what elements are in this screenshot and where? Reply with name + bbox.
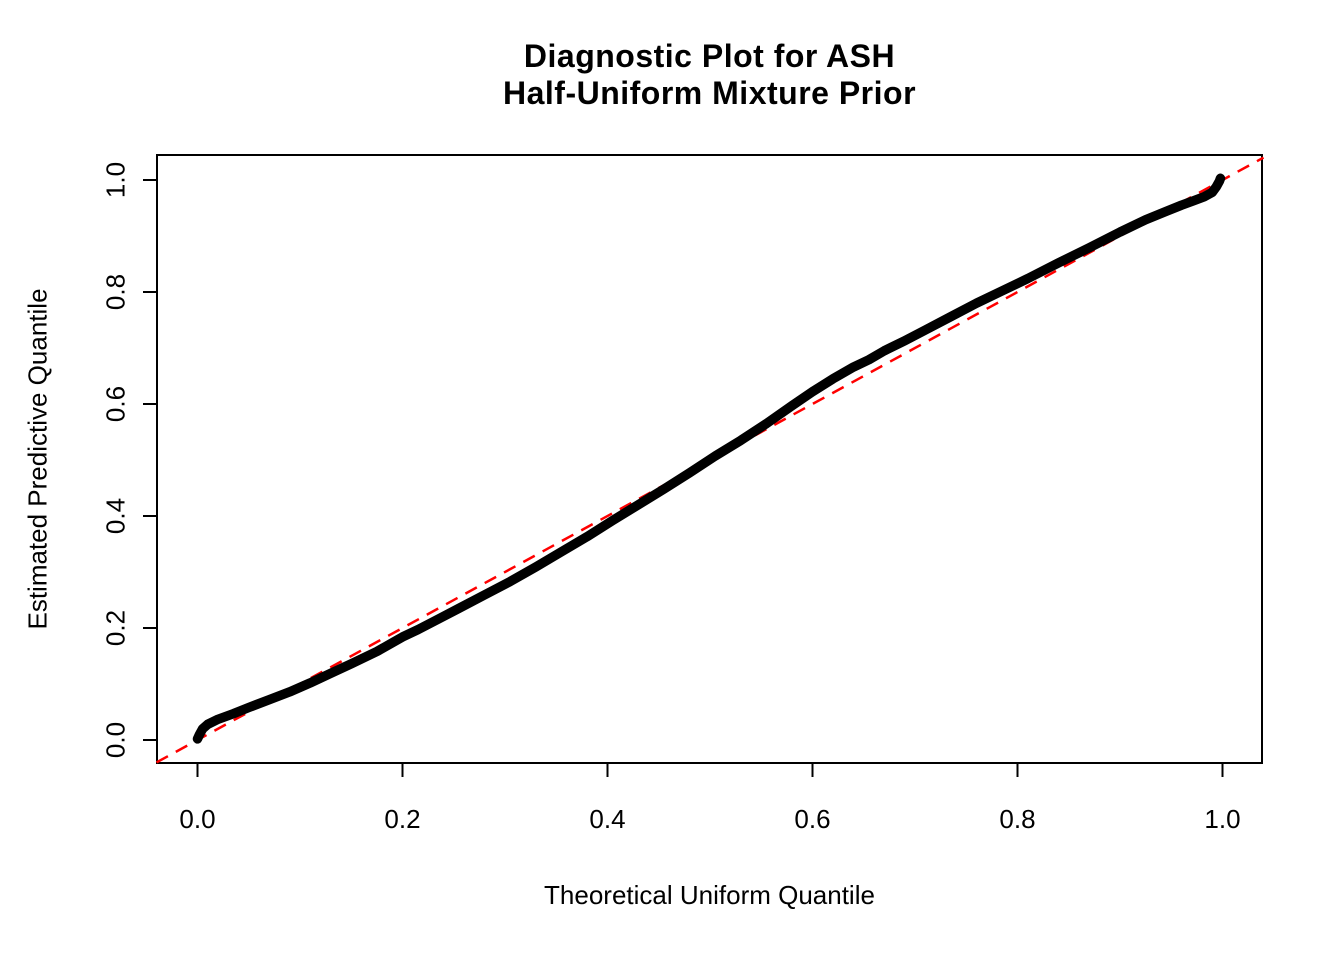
axis-tick-marks <box>143 179 1224 777</box>
x-tick-label: 0.4 <box>589 804 626 834</box>
x-axis-label: Theoretical Uniform Quantile <box>544 880 875 910</box>
qq-curve <box>192 173 1226 744</box>
x-tick-label: 0.8 <box>999 804 1036 834</box>
diagonal-reference-line <box>156 156 1264 764</box>
plot-title-line1: Diagnostic Plot for ASH <box>523 38 896 74</box>
plot-title-line2: Half-Uniform Mixture Prior <box>502 75 917 111</box>
y-tick-label: 0.4 <box>100 497 131 535</box>
y-axis-label: Estimated Predictive Quantile <box>22 288 53 630</box>
y-tick-label: 0.0 <box>100 721 131 759</box>
x-tick-label: 1.0 <box>1204 804 1241 834</box>
plot-border-box <box>156 154 1263 764</box>
x-tick-label: 0.6 <box>794 804 831 834</box>
x-tick-label: 0.0 <box>179 804 216 834</box>
y-tick-label: 0.2 <box>100 609 131 647</box>
y-tick-label: 0.6 <box>100 385 131 423</box>
x-tick-label: 0.2 <box>384 804 421 834</box>
y-tick-label: 1.0 <box>100 161 131 199</box>
plot-title: Diagnostic Plot for ASH Half-Uniform Mix… <box>157 38 1262 112</box>
y-tick-label: 0.8 <box>100 273 131 311</box>
